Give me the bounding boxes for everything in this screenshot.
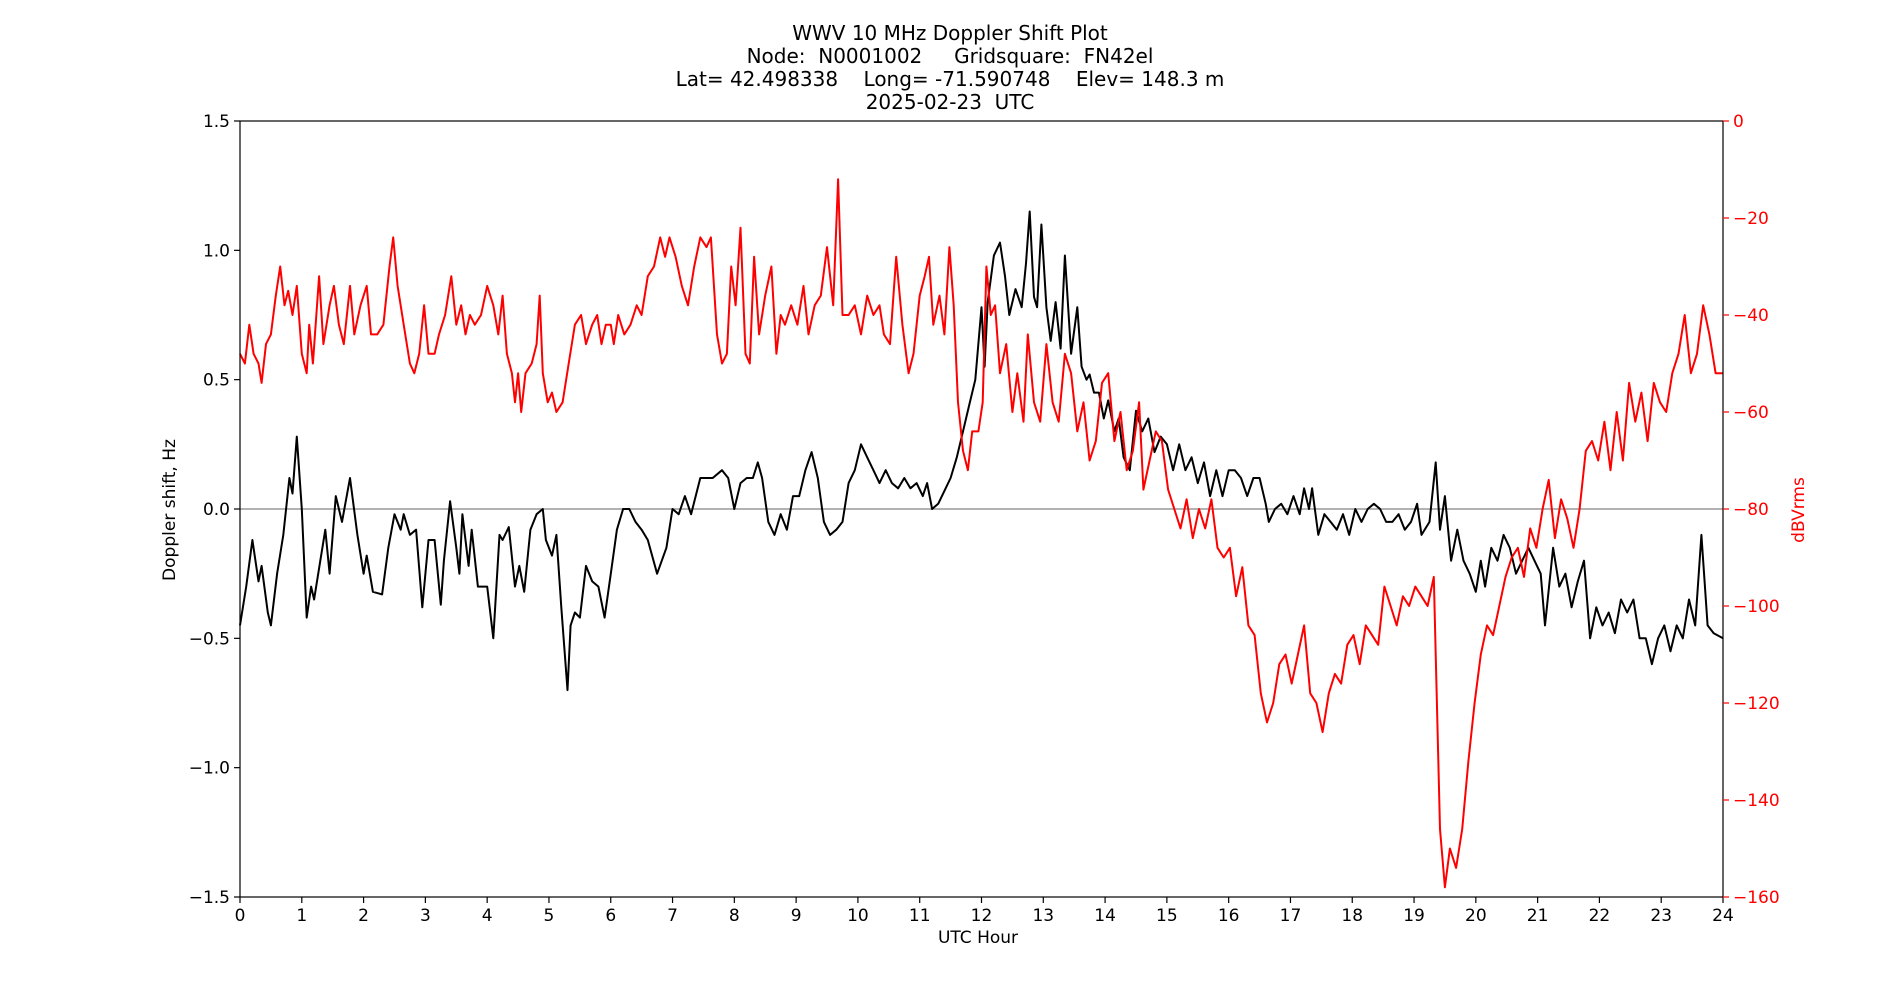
plot-area bbox=[239, 178, 1724, 889]
x-tick-label: 16 bbox=[1218, 906, 1240, 926]
x-tick-label: 19 bbox=[1403, 906, 1425, 926]
y2-axis-label: dBVrms bbox=[1789, 477, 1809, 543]
x-tick-label: 6 bbox=[605, 906, 616, 926]
x-tick-label: 22 bbox=[1589, 906, 1611, 926]
chart-title: WWV 10 MHz Doppler Shift Plot bbox=[792, 21, 1108, 45]
x-axis-label: UTC Hour bbox=[938, 928, 1018, 948]
x-tick-label: 15 bbox=[1156, 906, 1178, 926]
x-tick-label: 7 bbox=[667, 906, 678, 926]
x-tick-label: 10 bbox=[847, 906, 869, 926]
x-tick-label: 11 bbox=[909, 906, 931, 926]
x-tick-label: 18 bbox=[1341, 906, 1363, 926]
x-tick-label: 21 bbox=[1527, 906, 1549, 926]
x-tick-label: 24 bbox=[1712, 906, 1734, 926]
y-axis-label: Doppler shift, Hz bbox=[160, 439, 180, 581]
x-tick-label: 8 bbox=[729, 906, 740, 926]
x-tick-label: 4 bbox=[482, 906, 493, 926]
y2-tick-label: 0 bbox=[1733, 112, 1744, 132]
y2-tick-label: −140 bbox=[1733, 791, 1780, 811]
x-tick-label: 2 bbox=[358, 906, 369, 926]
chart-title-block: WWV 10 MHz Doppler Shift Plot Node: N000… bbox=[0, 22, 1900, 114]
x-tick-label: 9 bbox=[791, 906, 802, 926]
y-tick-label: −1.0 bbox=[189, 759, 230, 779]
x-tick-label: 14 bbox=[1094, 906, 1116, 926]
y2-tick-label: −120 bbox=[1733, 694, 1780, 714]
series-line-doppler bbox=[239, 210, 1724, 692]
series-line-dbvrms bbox=[239, 178, 1723, 889]
x-tick-label: 13 bbox=[1032, 906, 1054, 926]
x-tick-label: 23 bbox=[1650, 906, 1672, 926]
y2-tick-label: −40 bbox=[1733, 306, 1769, 326]
y2-tick-label: −60 bbox=[1733, 403, 1769, 423]
x-tick-label: 3 bbox=[420, 906, 431, 926]
y-tick-label: 0.0 bbox=[203, 500, 230, 520]
chart-subtitle-node: Node: N0001002 Gridsquare: FN42el bbox=[746, 44, 1154, 68]
y-tick-label: 1.0 bbox=[203, 241, 230, 261]
x-tick-label: 17 bbox=[1280, 906, 1302, 926]
x-tick-label: 20 bbox=[1465, 906, 1487, 926]
chart-subtitle-location: Lat= 42.498338 Long= -71.590748 Elev= 14… bbox=[675, 67, 1225, 91]
x-tick-label: 1 bbox=[296, 906, 307, 926]
x-tick-label: 0 bbox=[235, 906, 246, 926]
chart-subtitle-date: 2025-02-23 UTC bbox=[865, 90, 1035, 114]
y2-tick-label: −160 bbox=[1733, 888, 1780, 908]
axes: 0 1 2 3 4 5 6 7 8 9 10 11 12 13 14 15 16 17 18 19 20 21 22 23 24… bbox=[189, 112, 1780, 926]
y-tick-label: 1.5 bbox=[203, 112, 230, 132]
x-tick-label: 5 bbox=[544, 906, 555, 926]
y2-tick-label: −20 bbox=[1733, 209, 1769, 229]
y-tick-label: −0.5 bbox=[189, 629, 230, 649]
x-tick-label: 12 bbox=[971, 906, 993, 926]
y2-tick-label: −100 bbox=[1733, 597, 1780, 617]
y-tick-label: 0.5 bbox=[203, 371, 230, 391]
y2-tick-label: −80 bbox=[1733, 500, 1769, 520]
y-tick-label: −1.5 bbox=[189, 888, 230, 908]
